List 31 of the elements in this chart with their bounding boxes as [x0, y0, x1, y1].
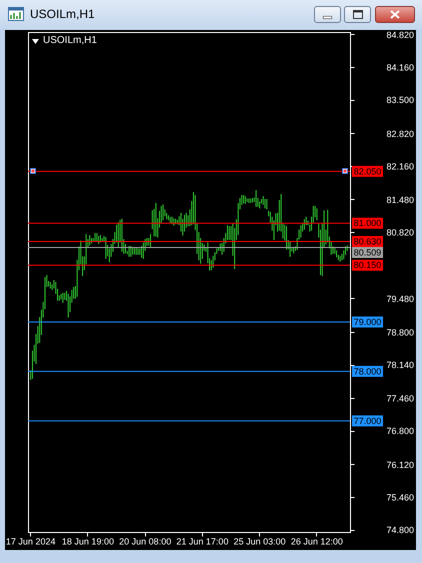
ref-line-label: 82.050 [354, 166, 382, 176]
ref-line-label: 81.000 [354, 218, 382, 228]
y-tick-label: 77.460 [386, 394, 414, 404]
y-tick-label: 76.120 [386, 460, 414, 470]
y-tick-label: 76.800 [386, 426, 414, 436]
y-tick-label: 78.800 [386, 327, 414, 338]
x-tick-label: 25 Jun 03:00 [234, 536, 286, 546]
x-tick-label: 26 Jun 12:00 [290, 536, 343, 546]
x-tick-label: 17 Jun 2024 [6, 536, 56, 546]
x-tick-label: 21 Jun 17:00 [176, 536, 228, 546]
y-tick-label: 79.480 [386, 294, 414, 304]
y-tick-label: 81.480 [386, 194, 414, 205]
ref-line-label: 80.150 [354, 260, 382, 270]
y-tick-label: 82.820 [386, 128, 414, 139]
x-tick-label: 18 Jun 19:00 [62, 536, 114, 546]
ref-line-label: 80.509 [354, 247, 382, 258]
y-tick-label: 75.460 [386, 492, 414, 502]
y-tick-label: 80.820 [386, 228, 414, 238]
x-tick-label: 20 Jun 08:00 [119, 536, 172, 546]
y-tick-label: 83.500 [386, 95, 414, 106]
ref-line-label: 77.000 [354, 416, 382, 426]
y-tick-label: 74.800 [386, 525, 414, 536]
y-tick-label: 84.820 [386, 30, 414, 40]
ref-line-label: 78.000 [354, 366, 382, 376]
y-tick-label: 84.160 [386, 62, 414, 73]
y-tick-label: 78.140 [386, 360, 414, 370]
ref-line-label: 80.630 [354, 236, 382, 246]
chart-title: USOILm,H1 [30, 7, 95, 21]
chart-subtitle: USOILm,H1 [43, 35, 97, 47]
y-tick-label: 82.160 [386, 161, 414, 172]
ref-line-label: 79.000 [354, 317, 382, 328]
